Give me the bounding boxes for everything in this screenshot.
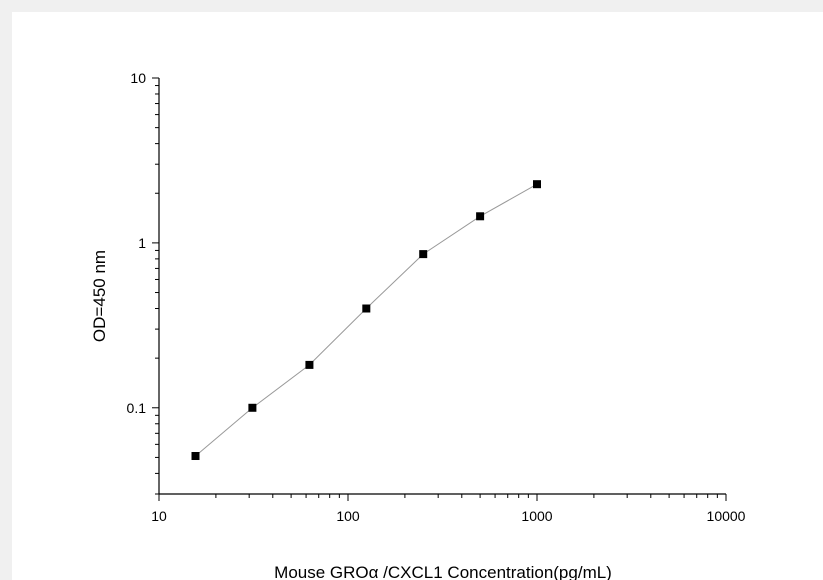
ticks — [152, 77, 727, 501]
data-point — [362, 304, 371, 313]
axes — [158, 78, 726, 495]
data-point — [305, 360, 314, 369]
series — [191, 180, 541, 461]
y-tick-label: 10 — [130, 70, 146, 86]
data-point — [248, 403, 257, 412]
x-tick-label: 1000 — [521, 508, 552, 524]
x-tick-label: 10 — [151, 508, 167, 524]
data-point — [419, 250, 428, 259]
y-tick-label: 0.1 — [127, 400, 147, 416]
y-tick-label: 1 — [138, 235, 146, 251]
data-point — [476, 212, 485, 221]
data-point — [191, 452, 200, 461]
x-tick-label: 100 — [336, 508, 360, 524]
data-point — [533, 180, 541, 189]
series-line — [195, 183, 538, 457]
tick-labels: 10 100 1000 10000 0.1 1 10 — [127, 70, 746, 524]
y-axis-title: OD=450 nm — [90, 250, 109, 342]
chart-panel — [12, 12, 823, 580]
x-axis-title: Mouse GROα /CXCL1 Concentration(pg/mL) — [274, 563, 612, 580]
x-tick-label: 10000 — [707, 508, 746, 524]
